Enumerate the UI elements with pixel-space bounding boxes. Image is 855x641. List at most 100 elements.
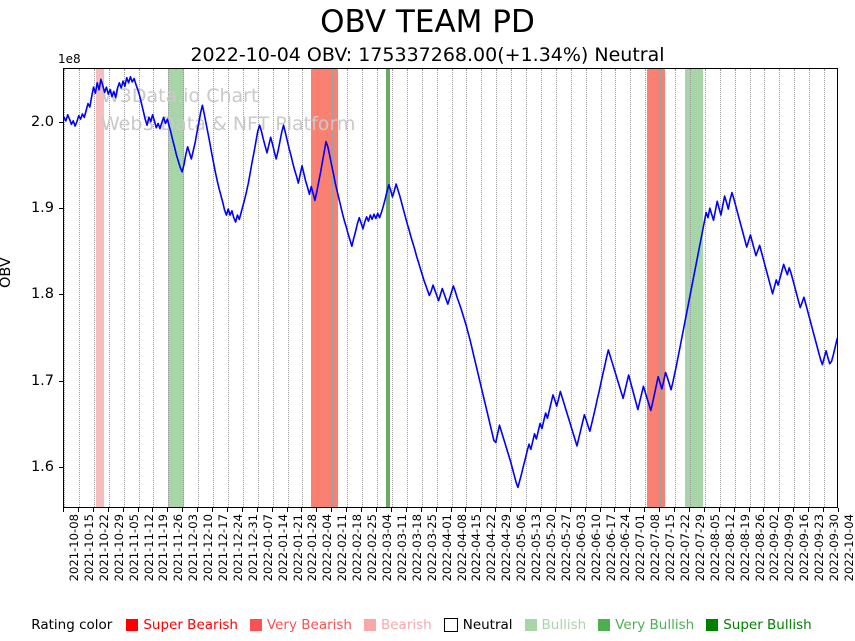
gridline [272, 69, 274, 507]
x-axis-tick-mark [390, 508, 392, 512]
gridline [600, 69, 602, 507]
x-axis-tick-label: 2022-05-20 [543, 514, 558, 582]
x-axis-tick-label: 2022-06-03 [573, 514, 588, 582]
x-axis-tick-mark [405, 508, 407, 512]
gridline [391, 69, 393, 507]
x-axis-tick-mark [718, 508, 720, 512]
gridline [78, 69, 80, 507]
legend-title: Rating color [31, 617, 113, 633]
y-axis-tick-mark [59, 380, 63, 382]
y-axis-tick-mark [59, 294, 63, 296]
x-axis-tick-mark [241, 508, 243, 512]
y-axis-tick-label: 1.7 [30, 372, 54, 389]
legend-item-very-bearish[interactable]: Very Bearish [249, 617, 352, 633]
gridline [198, 69, 200, 507]
x-axis-tick-label: 2021-11-19 [156, 514, 171, 582]
x-axis-tick-mark [286, 508, 288, 512]
x-axis-tick-label: 2022-04-15 [469, 514, 484, 582]
x-axis-tick-label: 2021-11-05 [126, 514, 141, 582]
x-axis-tick-label: 2022-09-30 [827, 514, 842, 582]
rating-band-very-bullish [386, 69, 391, 507]
x-axis-tick-label: 2022-05-06 [514, 514, 529, 582]
gridline [64, 69, 65, 507]
gridline [570, 69, 572, 507]
x-axis-tick-label: 2022-07-15 [663, 514, 678, 582]
x-axis-tick-mark [644, 508, 646, 512]
x-axis-tick-mark [748, 508, 750, 512]
y-axis-tick-label: 1.8 [30, 286, 54, 303]
gridline [630, 69, 632, 507]
obv-line-series [64, 75, 837, 489]
x-axis-tick-mark [301, 508, 303, 512]
gridline [332, 69, 334, 507]
legend-item-neutral[interactable]: Neutral [443, 617, 513, 633]
x-axis-tick-label: 2022-03-25 [424, 514, 439, 582]
legend-item-bearish[interactable]: Bearish [363, 617, 432, 633]
x-axis-tick-label: 2022-07-22 [678, 514, 693, 582]
x-axis-tick-mark [331, 508, 333, 512]
rating-band-bearish [95, 69, 105, 507]
x-axis-tick-label: 2021-11-12 [141, 514, 156, 582]
x-axis-tick-label: 2021-12-24 [230, 514, 245, 582]
gridline [242, 69, 244, 507]
x-axis-tick-mark [182, 508, 184, 512]
x-axis-tick-mark [435, 508, 437, 512]
gridline [93, 69, 95, 507]
gridline [138, 69, 140, 507]
x-axis-tick-label: 2022-06-17 [603, 514, 618, 582]
x-axis-tick-mark [629, 508, 631, 512]
x-axis-tick-mark [614, 508, 616, 512]
x-axis-tick-mark [703, 508, 705, 512]
legend-item-super-bullish[interactable]: Super Bullish [706, 617, 812, 633]
legend-item-very-bullish[interactable]: Very Bullish [598, 617, 694, 633]
x-axis-tick-mark [510, 508, 512, 512]
x-axis-tick-label: 2022-02-18 [350, 514, 365, 582]
y-axis-title: OBV [0, 257, 14, 288]
x-axis-tick-mark [107, 508, 109, 512]
legend-item-bullish[interactable]: Bullish [524, 617, 587, 633]
legend-swatch-icon [706, 619, 719, 631]
y-axis-tick-label: 1.9 [30, 200, 54, 217]
gridline [719, 69, 721, 507]
x-axis-tick-label: 2022-04-01 [439, 514, 454, 582]
plot-area: W3Data.io Chart Web3 Data & NFT Platform [63, 68, 838, 508]
obv-polyline [64, 75, 837, 489]
legend-label: Super Bullish [723, 617, 812, 633]
x-axis-tick-mark [778, 508, 780, 512]
x-axis-tick-label: 2022-02-11 [335, 514, 350, 582]
gridline [287, 69, 289, 507]
legend-item-super-bearish[interactable]: Super Bearish [126, 617, 238, 633]
gridline [153, 69, 155, 507]
x-axis-tick-label: 2022-10-04 [842, 514, 855, 582]
gridline [779, 69, 781, 507]
x-axis-tick-mark [256, 508, 258, 512]
legend-label: Neutral [462, 617, 513, 633]
x-axis-tick-label: 2022-02-25 [365, 514, 380, 582]
gridline [689, 69, 691, 507]
gridline [645, 69, 647, 507]
legend-label: Bearish [380, 617, 432, 633]
chart-title: OBV TEAM PD [320, 4, 535, 40]
x-axis-tick-mark [763, 508, 765, 512]
legend-label: Super Bearish [143, 617, 238, 633]
x-axis-tick-mark [733, 508, 735, 512]
x-axis-tick-label: 2021-10-15 [81, 514, 96, 582]
x-axis-tick-mark [674, 508, 676, 512]
x-axis-tick-mark [63, 508, 64, 512]
x-axis-tick-label: 2022-05-13 [529, 514, 544, 582]
legend-swatch-icon [126, 619, 139, 631]
gridline [585, 69, 587, 507]
x-axis-tick-label: 2022-03-11 [394, 514, 409, 582]
x-axis-tick-mark [823, 508, 825, 512]
legend-label: Bullish [541, 617, 587, 633]
gridline [615, 69, 617, 507]
x-axis-tick-mark [584, 508, 586, 512]
x-axis-tick-label: 2022-05-27 [558, 514, 573, 582]
gridline [555, 69, 557, 507]
x-axis-tick-label: 2022-01-14 [275, 514, 290, 582]
x-axis-tick-mark [793, 508, 795, 512]
x-axis-tick-mark [375, 508, 377, 512]
gridline [168, 69, 170, 507]
gridline [675, 69, 677, 507]
